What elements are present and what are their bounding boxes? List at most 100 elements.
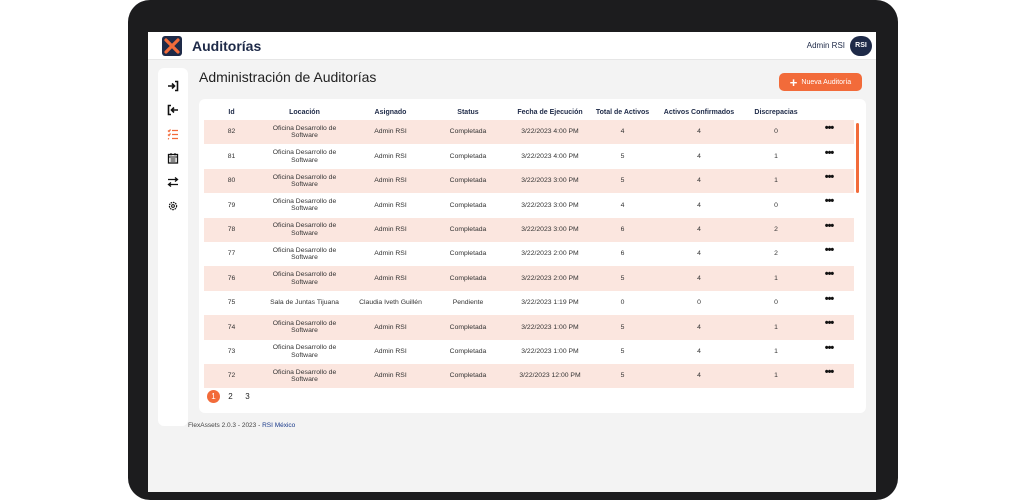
cell-id: 72 (204, 363, 259, 389)
transfer-icon[interactable] (158, 174, 188, 190)
cell-status: Completada (431, 217, 505, 242)
cell-discrepancies: 1 (748, 315, 804, 340)
more-options-icon[interactable]: ••• (824, 366, 835, 379)
cell-assigned: Admin RSI (350, 168, 431, 194)
cell-assigned: Admin RSI (350, 217, 431, 242)
cell-total-assets: 0 (620, 299, 625, 307)
logout-icon[interactable] (158, 102, 188, 118)
more-options-icon[interactable]: ••• (824, 292, 835, 305)
cell-total-assets: 5 (595, 266, 650, 291)
cell-total-assets: 5 (620, 152, 625, 160)
more-options-icon[interactable]: ••• (824, 170, 835, 183)
sidebar (158, 68, 188, 426)
column-header[interactable]: Discrepacias (754, 109, 798, 116)
page-button-2[interactable]: 2 (228, 392, 233, 401)
cell-confirmed-assets: 4 (650, 266, 748, 291)
cell-location: Oficina Desarrollo de Software (272, 197, 337, 213)
calendar-icon[interactable] (158, 150, 188, 166)
cell-date: 3/22/2023 3:00 PM (505, 217, 595, 242)
more-options-icon[interactable]: ••• (824, 268, 835, 281)
more-options-icon[interactable]: ••• (824, 244, 835, 257)
audit-list-icon[interactable] (158, 126, 188, 142)
row-actions-cell: ••• (804, 363, 854, 389)
column-header[interactable]: Locación (289, 109, 320, 116)
cell-confirmed-assets: 4 (650, 315, 748, 340)
table-row[interactable]: 73 Oficina Desarrollo de Software Admin RS… (204, 340, 854, 364)
column-header[interactable]: Asignado (374, 109, 407, 116)
cell-assigned: Admin RSI (350, 120, 431, 145)
cell-id: 81 (227, 152, 236, 160)
column-header[interactable]: Fecha de Ejecución (517, 109, 583, 116)
cell-total-assets: 4 (595, 120, 650, 145)
cell-date: 3/22/2023 4:00 PM (521, 152, 579, 160)
more-options-icon[interactable]: ••• (824, 219, 835, 232)
cell-status: Completada (449, 250, 487, 258)
column-header[interactable]: Activos Confirmados (663, 109, 735, 116)
cell-assigned: Admin RSI (374, 347, 407, 355)
login-icon[interactable] (158, 78, 188, 94)
cell-discrepancies: 0 (748, 120, 804, 145)
cell-discrepancies: 1 (748, 363, 804, 389)
cell-location: Oficina Desarrollo de Software (259, 217, 350, 242)
more-options-icon[interactable]: ••• (824, 195, 835, 208)
cell-id: 73 (227, 347, 236, 355)
app-logo[interactable] (162, 36, 182, 56)
more-options-icon[interactable]: ••• (824, 146, 835, 159)
more-options-icon[interactable]: ••• (824, 341, 835, 354)
cell-confirmed-assets: 4 (697, 250, 701, 258)
cell-date: 3/22/2023 1:00 PM (521, 347, 579, 355)
cell-date: 3/22/2023 1:19 PM (521, 299, 579, 307)
cell-date: 3/22/2023 1:00 PM (505, 315, 595, 340)
cell-confirmed-assets: 4 (697, 201, 701, 209)
cell-status: Completada (449, 152, 487, 160)
cell-assigned: Claudia Iveth Guillén (359, 299, 422, 307)
user-name[interactable]: Admin RSI (806, 41, 845, 50)
cell-id: 80 (204, 168, 259, 194)
cell-discrepancies: 1 (774, 347, 778, 355)
cell-total-assets: 5 (595, 363, 650, 389)
page-button-1[interactable]: 1 (207, 390, 220, 403)
table-row[interactable]: 81 Oficina Desarrollo de Software Admin RS… (204, 144, 854, 168)
settings-icon[interactable] (158, 198, 188, 214)
table-row[interactable]: 82 Oficina Desarrollo de Software Admin RS… (204, 120, 854, 145)
cell-confirmed-assets: 0 (697, 299, 701, 307)
audits-table: Id Locación Asignado Status Fecha de Eje… (204, 105, 854, 389)
cell-status: Completada (449, 347, 487, 355)
more-options-icon[interactable]: ••• (824, 122, 835, 135)
column-header[interactable]: Status (457, 109, 479, 116)
new-audit-button-label: Nueva Auditoría (801, 78, 852, 86)
table-row[interactable]: 74 Oficina Desarrollo de Software Admin RS… (204, 315, 854, 340)
more-options-icon[interactable]: ••• (824, 317, 835, 330)
table-row[interactable]: 72 Oficina Desarrollo de Software Admin RS… (204, 363, 854, 389)
cell-location: Sala de Juntas Tijuana (270, 299, 339, 307)
footer-brand-link[interactable]: RSI México (262, 422, 296, 429)
cell-status: Pendiente (452, 299, 484, 307)
cell-location: Oficina Desarrollo de Software (272, 246, 337, 262)
cell-date: 3/22/2023 12:00 PM (505, 363, 595, 389)
row-actions-cell: ••• (804, 291, 854, 315)
page-button-3[interactable]: 3 (245, 392, 250, 401)
table-row[interactable]: 80 Oficina Desarrollo de Software Admin RS… (204, 168, 854, 194)
pagination: 1 2 3 (207, 390, 254, 403)
cell-discrepancies: 1 (748, 266, 804, 291)
table-row[interactable]: 77 Oficina Desarrollo de Software Admin RS… (204, 242, 854, 266)
column-header[interactable]: Total de Activos (595, 109, 650, 116)
new-audit-button[interactable]: + Nueva Auditoría (779, 73, 862, 91)
cell-status: Completada (431, 363, 505, 389)
footer: FlexAssets 2.0.3 - 2023 - RSI México (188, 422, 295, 429)
row-actions-cell: ••• (804, 168, 854, 194)
cell-location: Oficina Desarrollo de Software (259, 168, 350, 194)
table-row[interactable]: 76 Oficina Desarrollo de Software Admin RS… (204, 266, 854, 291)
table-row[interactable]: 78 Oficina Desarrollo de Software Admin RS… (204, 217, 854, 242)
column-header[interactable]: Id (228, 109, 235, 116)
table-scrollbar[interactable] (856, 123, 859, 193)
table-row[interactable]: 75 Sala de Juntas Tijuana Claudia Iveth Gu… (204, 291, 854, 315)
avatar[interactable]: RSI (850, 36, 872, 56)
plus-icon: + (789, 74, 798, 90)
app-screen: Auditorías Admin RSI RSI Administración … (148, 32, 876, 492)
cell-confirmed-assets: 4 (650, 363, 748, 389)
cell-location: Oficina Desarrollo de Software (259, 363, 350, 389)
table-row[interactable]: 79 Oficina Desarrollo de Software Admin RS… (204, 193, 854, 217)
cell-status: Completada (449, 201, 487, 209)
cell-id: 78 (204, 217, 259, 242)
